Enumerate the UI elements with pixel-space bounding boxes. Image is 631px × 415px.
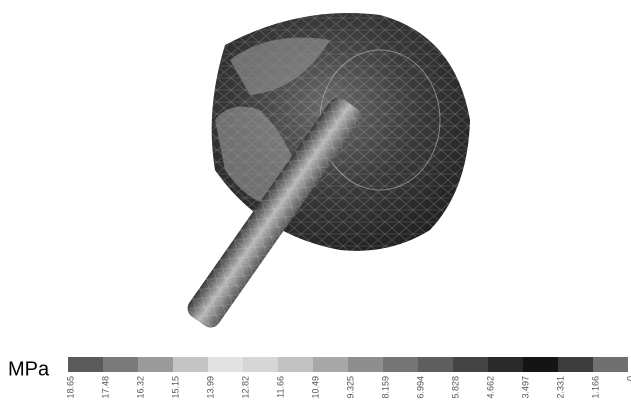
- scale-label: 2.331: [555, 376, 565, 399]
- scale-label: 8.159: [380, 376, 390, 399]
- scale-label: 12.82: [240, 376, 250, 399]
- color-bar-segment: [68, 357, 103, 372]
- color-bar-segment: [418, 357, 453, 372]
- scale-label: 4.662: [485, 376, 495, 399]
- scale-label: 3.497: [520, 376, 530, 399]
- scale-label: 6.994: [415, 376, 425, 399]
- color-bar-segment: [103, 357, 138, 372]
- color-bar-segment: [558, 357, 593, 372]
- color-bar-segment: [173, 357, 208, 372]
- color-bar-segment: [523, 357, 558, 372]
- scale-label: 13.99: [205, 376, 215, 399]
- color-bar-segment: [313, 357, 348, 372]
- color-bar: 18.65 17.48 16.32 15.15 13.99 12.82 11.66 10.49…: [65, 357, 631, 399]
- scale-label: 10.49: [310, 376, 320, 399]
- color-bar-segment: [243, 357, 278, 372]
- scale-label: 5.828: [450, 376, 460, 399]
- scale-label: 0: [625, 376, 631, 381]
- color-bar-segment: [348, 357, 383, 372]
- scale-label: 18.65: [65, 376, 75, 399]
- scale-label: 17.48: [100, 376, 110, 399]
- model: [187, 13, 470, 328]
- color-bar-segment: [138, 357, 173, 372]
- color-bar-segment: [488, 357, 523, 372]
- color-bar-segment: [593, 357, 628, 372]
- unit-label: MPa: [8, 358, 50, 380]
- color-bar-segment: [208, 357, 243, 372]
- scale-label: 1.166: [590, 376, 600, 399]
- scale-label: 15.15: [170, 376, 180, 399]
- color-bar-segment: [278, 357, 313, 372]
- scale-label: 11.66: [275, 376, 285, 398]
- color-bar-segment: [453, 357, 488, 372]
- scale-label: 16.32: [135, 376, 145, 399]
- color-bar-segment: [383, 357, 418, 372]
- scale-label: 9.325: [345, 376, 355, 399]
